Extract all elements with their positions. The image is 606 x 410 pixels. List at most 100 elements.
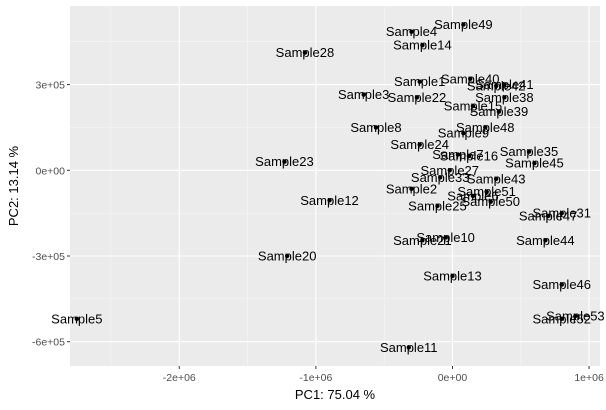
data-point [543, 238, 548, 243]
point-label: Sample1 [394, 74, 445, 89]
point-label: Sample25 [408, 199, 467, 214]
y-tick-label: -6e+05 [32, 337, 65, 349]
data-point [447, 168, 452, 173]
data-point [420, 238, 425, 243]
data-point [361, 92, 366, 97]
data-point [488, 199, 493, 204]
y-tick-label: -3e+05 [32, 251, 65, 263]
data-point [284, 253, 290, 259]
data-point [461, 130, 466, 136]
data-point [502, 95, 507, 100]
point-label: Sample33 [411, 170, 470, 185]
x-tick-label: 1e+06 [574, 372, 604, 384]
point-label: Sample3 [338, 87, 389, 102]
data-point [470, 193, 476, 199]
data-point [573, 313, 578, 319]
point-label: Sample49 [434, 17, 493, 32]
data-point [559, 316, 564, 322]
data-point [327, 198, 332, 203]
point-label: Sample48 [456, 120, 515, 135]
data-point [532, 160, 537, 166]
point-label: Sample45 [505, 156, 564, 171]
point-label: Sample31 [532, 206, 591, 221]
point-label: Sample2 [386, 181, 437, 196]
axis-ticks: -2e+06 -1e+06 0e+00 1e+06 3e+05 0e+00 -3e+05 -6… [32, 80, 604, 384]
point-labels: Sample49Sample4Sample14Sample28Sample40S… [51, 17, 605, 355]
data-point [470, 103, 476, 109]
point-label: Sample38 [475, 90, 534, 105]
point-label: Sample46 [532, 277, 591, 292]
point-label: Sample13 [423, 269, 482, 284]
point-label: Sample51 [457, 184, 516, 199]
data-point [74, 316, 80, 322]
point-label: Sample5 [51, 311, 102, 326]
data-point [496, 109, 502, 114]
point-label: Sample16 [440, 149, 499, 164]
x-axis-title: PC1: 75.04 % [295, 387, 376, 402]
point-label: Sample8 [350, 120, 401, 135]
point-label: Sample23 [255, 154, 314, 169]
data-point [493, 176, 499, 182]
y-tick-label: 0e+00 [36, 165, 66, 177]
data-point [373, 125, 379, 130]
point-label: Sample10 [416, 230, 475, 245]
minor-gridlines [70, 6, 600, 366]
data-point [409, 29, 414, 34]
point-label: Sample35 [500, 144, 559, 159]
point-label: Sample11 [380, 340, 438, 355]
point-label: Sample47 [519, 209, 578, 224]
point-label: Sample42 [467, 79, 526, 94]
point-label: Sample7 [432, 147, 483, 162]
point-label: Sample39 [470, 104, 529, 119]
point-label: Sample22 [388, 90, 447, 105]
y-tick-label: 3e+05 [36, 80, 66, 92]
point-label: Sample9 [438, 126, 489, 141]
point-label: Sample12 [300, 193, 359, 208]
data-point [414, 95, 420, 100]
plot-panel [70, 6, 600, 366]
data-point [468, 76, 473, 82]
x-tick-label: 0e+00 [438, 372, 468, 384]
data-point [545, 213, 551, 219]
data-point [466, 153, 472, 159]
data-point [435, 203, 440, 209]
point-label: Sample41 [475, 77, 534, 92]
point-label: Sample21 [393, 233, 452, 248]
data-points [74, 22, 578, 350]
data-point [455, 152, 461, 157]
y-axis-title: PC2: 13.14 % [6, 145, 21, 226]
data-point [406, 345, 411, 350]
point-label: Sample27 [420, 163, 479, 178]
data-point [450, 273, 455, 279]
data-point [437, 175, 443, 180]
data-point [526, 149, 532, 154]
point-label: Sample43 [467, 171, 526, 186]
data-point [302, 50, 308, 55]
point-label: Sample15 [444, 99, 503, 114]
data-point [409, 186, 414, 192]
data-point [484, 189, 489, 194]
point-label: Sample6 [447, 189, 498, 204]
data-point [417, 142, 422, 147]
data-point [417, 79, 422, 84]
x-tick-label: -2e+06 [163, 372, 196, 384]
data-point [420, 42, 425, 48]
data-point [461, 22, 466, 27]
data-point [559, 210, 564, 216]
point-label: Sample20 [258, 249, 317, 264]
point-label: Sample53 [546, 309, 605, 324]
data-point [483, 125, 488, 130]
data-point [502, 82, 507, 87]
major-gridlines [70, 6, 600, 366]
data-point [493, 83, 499, 89]
data-point [443, 235, 448, 240]
data-point [559, 282, 564, 287]
point-label: Sample14 [393, 38, 452, 53]
data-point [282, 159, 287, 164]
point-label: Sample24 [390, 137, 449, 152]
point-label: Sample40 [441, 71, 500, 86]
point-label: Sample44 [516, 233, 575, 248]
point-label: Sample50 [461, 194, 520, 209]
point-label: Sample52 [532, 311, 591, 326]
